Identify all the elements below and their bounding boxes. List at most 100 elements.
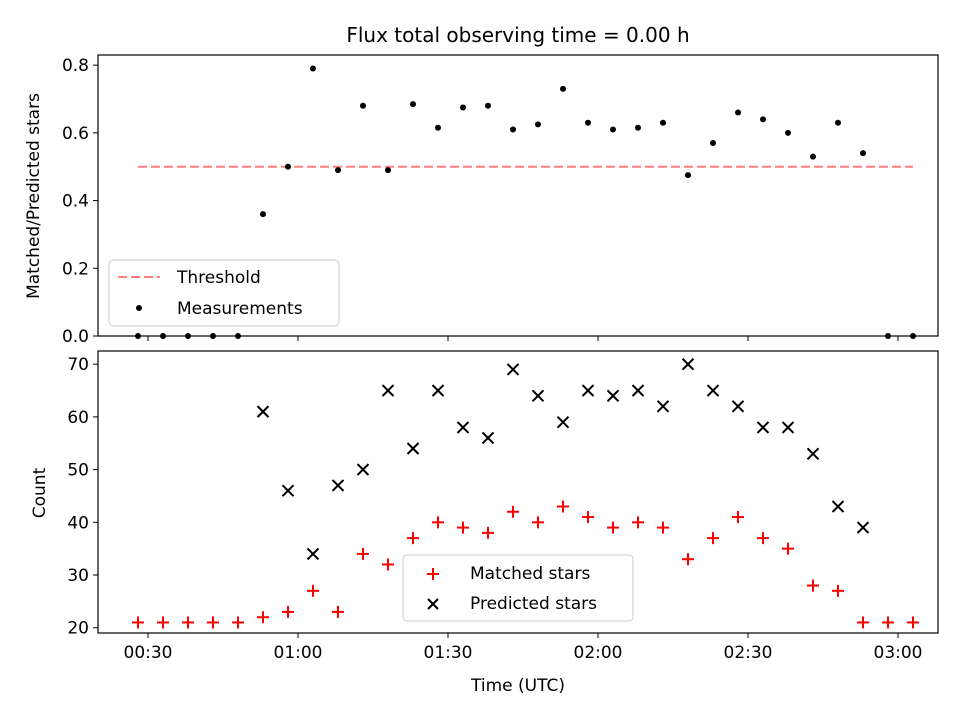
matched-star-point [732,511,744,524]
predicted-star-point [681,357,695,371]
bottom-panel: 20 30 40 50 60 70 00:30 01:00 01:30 02:00 02:30 03… [30,350,939,696]
measurement-point [910,333,916,339]
matched-star-point [257,611,269,624]
measurement-point [335,167,341,174]
predicted-star-point [631,384,645,397]
matched-star-point [357,547,369,560]
measurement-point [460,104,466,111]
bottom-legend: Matched stars Predicted stars [402,554,634,622]
bottom-axes-frame [97,350,939,634]
measurement-point [735,109,741,116]
predicted-star-point [256,405,270,418]
bottom-y-tick-label: 60 [67,408,89,428]
measurement-point [885,333,891,339]
measurement-point [635,124,641,131]
top-y-tick-label: 0.8 [62,56,89,76]
predicted-star-point [506,363,520,376]
measurement-point [210,333,216,339]
predicted-star-point [381,384,395,397]
predicted-star-point [831,500,845,513]
legend-matched-swatch [427,568,439,580]
top-y-tick-label: 0.0 [62,327,89,347]
measurement-point [785,129,791,136]
predicted-star-point [306,547,320,561]
measurement-point [510,126,516,133]
predicted-stars-points [256,357,870,561]
x-tick-label: 02:00 [574,643,623,663]
x-tick-label: 00:30 [124,643,173,663]
bottom-y-tick-label: 50 [67,461,89,481]
top-x-ticks [147,336,899,341]
top-axes-frame [97,54,939,337]
measurement-point [710,140,716,147]
predicted-star-point [456,421,470,434]
bottom-y-tick-label: 70 [67,355,89,375]
matched-stars-points [132,500,919,629]
predicted-star-point [581,384,595,397]
top-panel: 0.00.20.40.60.8 Matched/Predicted stars … [24,54,939,347]
measurement-point [535,121,541,128]
top-y-tick-label: 0.6 [62,124,89,144]
legend-matched-label: Matched stars [470,564,590,584]
matched-star-point [682,553,694,566]
measurement-point [235,333,241,339]
measurement-point [385,167,391,174]
measurement-point [310,65,316,72]
matched-star-point [757,532,769,545]
matched-star-point [857,616,869,629]
measurement-point [660,119,666,126]
matched-star-point [532,516,544,529]
predicted-star-point [281,484,295,497]
measurement-point [585,119,591,126]
matched-star-point [557,500,569,513]
measurement-point [860,150,866,157]
matched-star-point [507,505,519,518]
predicted-star-point [806,447,820,460]
predicted-star-point [781,421,795,434]
bottom-y-axis-label: Count [30,467,50,518]
legend-threshold-label: Threshold [176,268,261,288]
legend-predicted-label: Predicted stars [470,594,597,614]
measurement-point [360,102,366,109]
bottom-legend-box [402,554,634,622]
legend-measurement-label: Measurements [177,299,303,319]
matched-star-point [657,521,669,534]
measurement-point [435,124,441,131]
x-tick-label: 01:00 [274,643,323,663]
bottom-y-tick-label: 40 [67,513,89,533]
x-tick-label: 02:30 [724,643,773,663]
measurement-point [685,172,691,179]
measurement-point [285,163,291,170]
matched-star-point [807,579,819,592]
matched-star-point [907,616,919,629]
x-tick-label: 03:00 [874,643,923,663]
matched-star-point [582,511,594,524]
measurement-point [760,116,766,123]
matched-star-point [432,516,444,529]
measurement-point [410,101,416,108]
predicted-star-point [656,400,670,413]
predicted-star-point [481,431,495,445]
top-y-tick-label: 0.4 [62,192,89,212]
matched-star-point [382,558,394,571]
legend-measurement-swatch [136,305,142,311]
bottom-x-ticks: 00:30 01:00 01:30 02:00 02:30 03:00 [124,633,923,663]
predicted-star-point [406,442,420,455]
x-axis-label: Time (UTC) [470,676,565,696]
predicted-star-point [556,415,570,429]
predicted-star-point [856,521,870,534]
top-legend: Threshold Measurements [108,259,340,327]
matched-star-point [157,616,169,629]
top-y-axis-label: Matched/Predicted stars [24,93,44,299]
matched-star-point [232,616,244,629]
bottom-y-tick-label: 30 [67,566,89,586]
matched-star-point [607,521,619,534]
measurement-point [135,333,141,339]
measurement-point [260,211,266,218]
matched-star-point [707,532,719,545]
matched-star-point [307,584,319,597]
matched-star-point [282,605,294,618]
measurement-point [835,119,841,126]
top-y-ticks: 0.0 0.2 0.4 0.6 0.8 [62,56,98,347]
